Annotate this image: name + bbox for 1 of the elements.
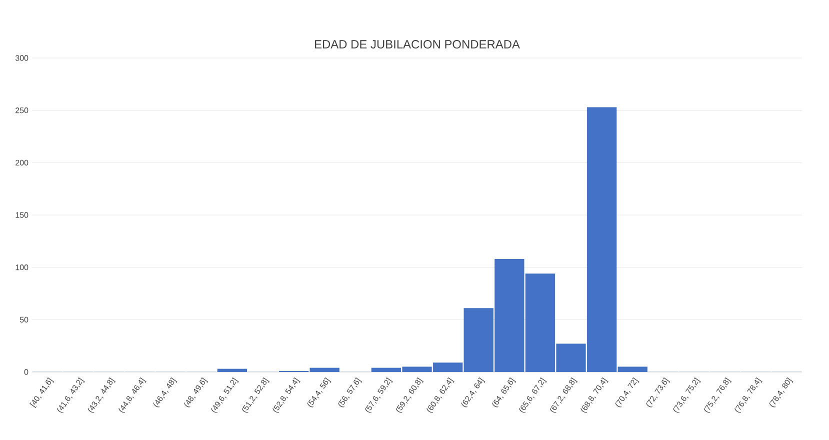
chart-title: EDAD DE JUBILACION PONDERADA (315, 40, 520, 48)
